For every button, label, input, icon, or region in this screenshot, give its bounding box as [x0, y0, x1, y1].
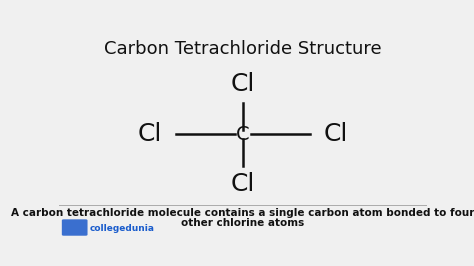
- Text: Cl: Cl: [324, 122, 348, 146]
- Text: Cl: Cl: [231, 172, 255, 196]
- FancyBboxPatch shape: [62, 219, 88, 236]
- Text: Cl: Cl: [231, 72, 255, 97]
- Text: Carbon Tetrachloride Structure: Carbon Tetrachloride Structure: [104, 40, 382, 58]
- Text: C: C: [236, 125, 250, 144]
- Text: other chlorine atoms: other chlorine atoms: [181, 218, 305, 228]
- Text: A carbon tetrachloride molecule contains a single carbon atom bonded to four: A carbon tetrachloride molecule contains…: [11, 208, 474, 218]
- Text: collegedunia: collegedunia: [90, 225, 155, 234]
- Text: Cl: Cl: [138, 122, 162, 146]
